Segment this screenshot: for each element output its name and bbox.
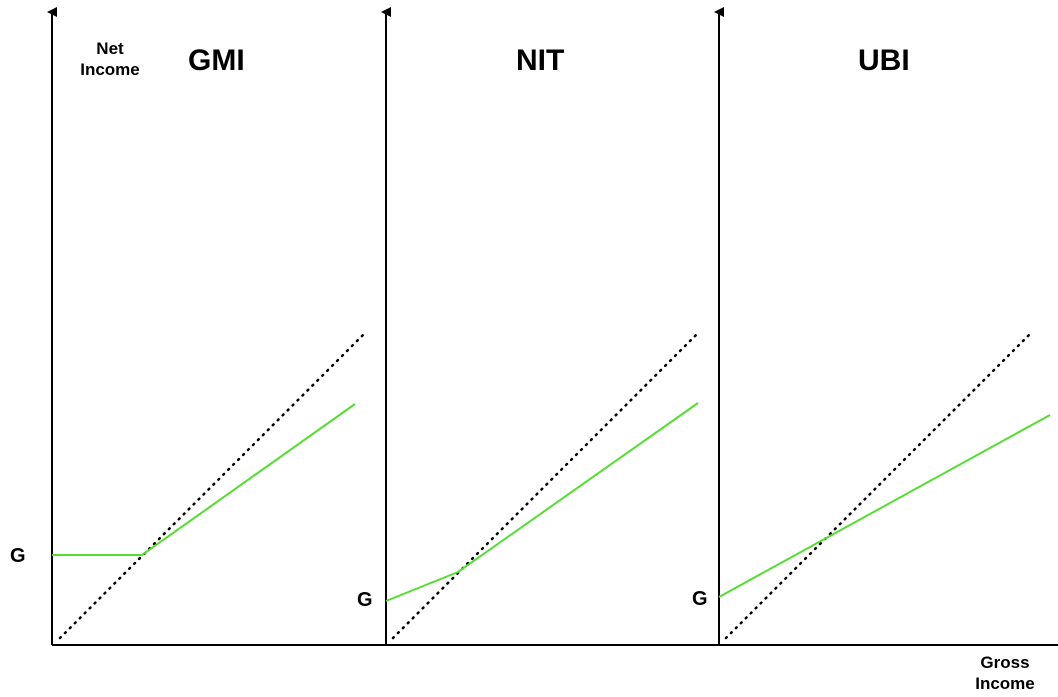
y-axis-label-line2: Income: [80, 60, 140, 79]
x-axis-label-line1: Gross: [980, 653, 1030, 672]
g-label-gmi: G: [10, 545, 26, 567]
panel-title-ubi: UBI: [858, 44, 910, 77]
g-label-ubi: G: [692, 588, 708, 610]
panel-title-gmi: GMI: [188, 44, 245, 77]
net-income-line-nit: [385, 402, 699, 602]
net-income-line-gmi: [52, 403, 356, 556]
y-axis-label-line1: Net: [96, 39, 124, 58]
panel-nit: [381, 7, 700, 645]
reference-45-line-nit: [391, 331, 700, 640]
x-axis-label-line2: Income: [975, 674, 1035, 693]
reference-45-line-ubi: [724, 331, 1033, 640]
g-label-nit: G: [357, 589, 373, 611]
y-axis-label: Net Income: [60, 38, 160, 80]
panel-ubi: [714, 7, 1051, 645]
reference-45-line-gmi: [58, 331, 367, 640]
panel-gmi: [47, 7, 367, 645]
panel-title-nit: NIT: [516, 44, 565, 77]
x-axis-label: Gross Income: [960, 652, 1050, 694]
net-income-line-ubi: [718, 414, 1051, 598]
